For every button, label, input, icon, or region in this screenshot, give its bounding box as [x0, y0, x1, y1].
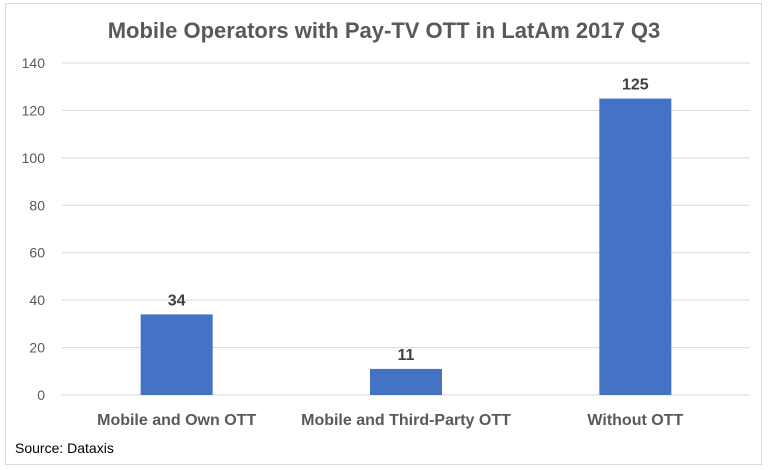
chart-title: Mobile Operators with Pay-TV OTT in LatA…: [107, 18, 661, 43]
y-tick-label: 20: [29, 340, 45, 356]
y-tick-label: 60: [29, 245, 45, 261]
x-tick-label: Mobile and Third-Party OTT: [301, 412, 511, 429]
y-tick-label: 140: [22, 55, 46, 71]
source-note: Source: Dataxis: [15, 440, 114, 456]
y-tick-label: 100: [22, 150, 46, 166]
bar: [370, 368, 442, 395]
y-tick-label: 0: [37, 387, 45, 403]
data-label: 34: [168, 292, 186, 309]
y-tick-label: 120: [22, 102, 46, 118]
data-label: 125: [622, 77, 649, 94]
y-tick-label: 40: [29, 292, 45, 308]
y-tick-label: 80: [29, 197, 45, 213]
data-label: 11: [398, 347, 415, 364]
bar: [599, 98, 672, 396]
chart-frame: [5, 3, 762, 465]
x-tick-label: Mobile and Own OTT: [97, 412, 256, 429]
x-tick-label: Without OTT: [587, 412, 683, 429]
bar: [140, 314, 213, 395]
